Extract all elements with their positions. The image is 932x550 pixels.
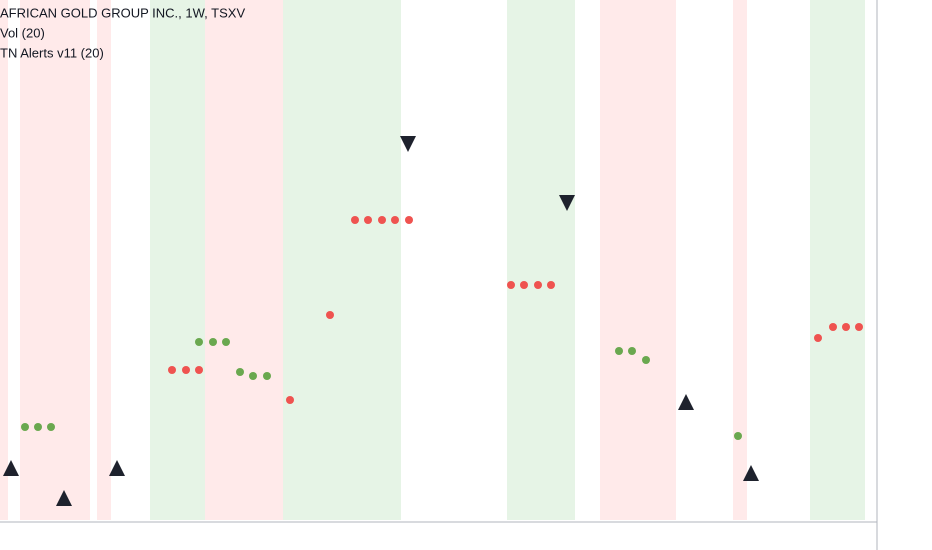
sell-band [600, 0, 676, 520]
sell-band [20, 0, 90, 520]
dot [182, 366, 190, 374]
dot [286, 396, 294, 404]
dot [628, 347, 636, 355]
indicator-label: TN Alerts v11 (20) [0, 45, 104, 60]
up-triangle [56, 490, 72, 506]
sell-band [97, 0, 111, 520]
exit-markers [3, 136, 759, 506]
up-triangle [109, 460, 125, 476]
dot [168, 366, 176, 374]
dot [209, 338, 217, 346]
dot [534, 281, 542, 289]
sell-band [0, 0, 8, 520]
sell-band [205, 0, 283, 520]
dot [642, 356, 650, 364]
green-dots [21, 338, 742, 440]
dot [615, 347, 623, 355]
dot [249, 372, 257, 380]
dot [378, 216, 386, 224]
indicator-label: Vol (20) [0, 25, 45, 40]
chart-title: AFRICAN GOLD GROUP INC., 1W, TSXV [0, 5, 245, 20]
dot [520, 281, 528, 289]
signal-bands [0, 0, 865, 520]
dot [195, 366, 203, 374]
dot [734, 432, 742, 440]
legend: AFRICAN GOLD GROUP INC., 1W, TSXV Vol (2… [0, 5, 245, 60]
dot [21, 423, 29, 431]
down-triangle [400, 136, 416, 152]
dot [405, 216, 413, 224]
up-triangle [678, 394, 694, 410]
dot [236, 368, 244, 376]
buy-band [283, 0, 401, 520]
alert-dots [21, 216, 863, 440]
buy-band [810, 0, 865, 520]
dot [326, 311, 334, 319]
dot [507, 281, 515, 289]
dot [364, 216, 372, 224]
dot [47, 423, 55, 431]
dot [814, 334, 822, 342]
dot [34, 423, 42, 431]
dot [263, 372, 271, 380]
down-triangle [559, 195, 575, 211]
dot [842, 323, 850, 331]
sell-band [733, 0, 747, 520]
dot [855, 323, 863, 331]
dot [829, 323, 837, 331]
dot [222, 338, 230, 346]
dot [351, 216, 359, 224]
buy-band [507, 0, 575, 520]
dot [195, 338, 203, 346]
up-triangle [3, 460, 19, 476]
up-triangle [743, 465, 759, 481]
dot [547, 281, 555, 289]
dot [391, 216, 399, 224]
buy-band [150, 0, 205, 520]
red-dots [168, 216, 863, 404]
